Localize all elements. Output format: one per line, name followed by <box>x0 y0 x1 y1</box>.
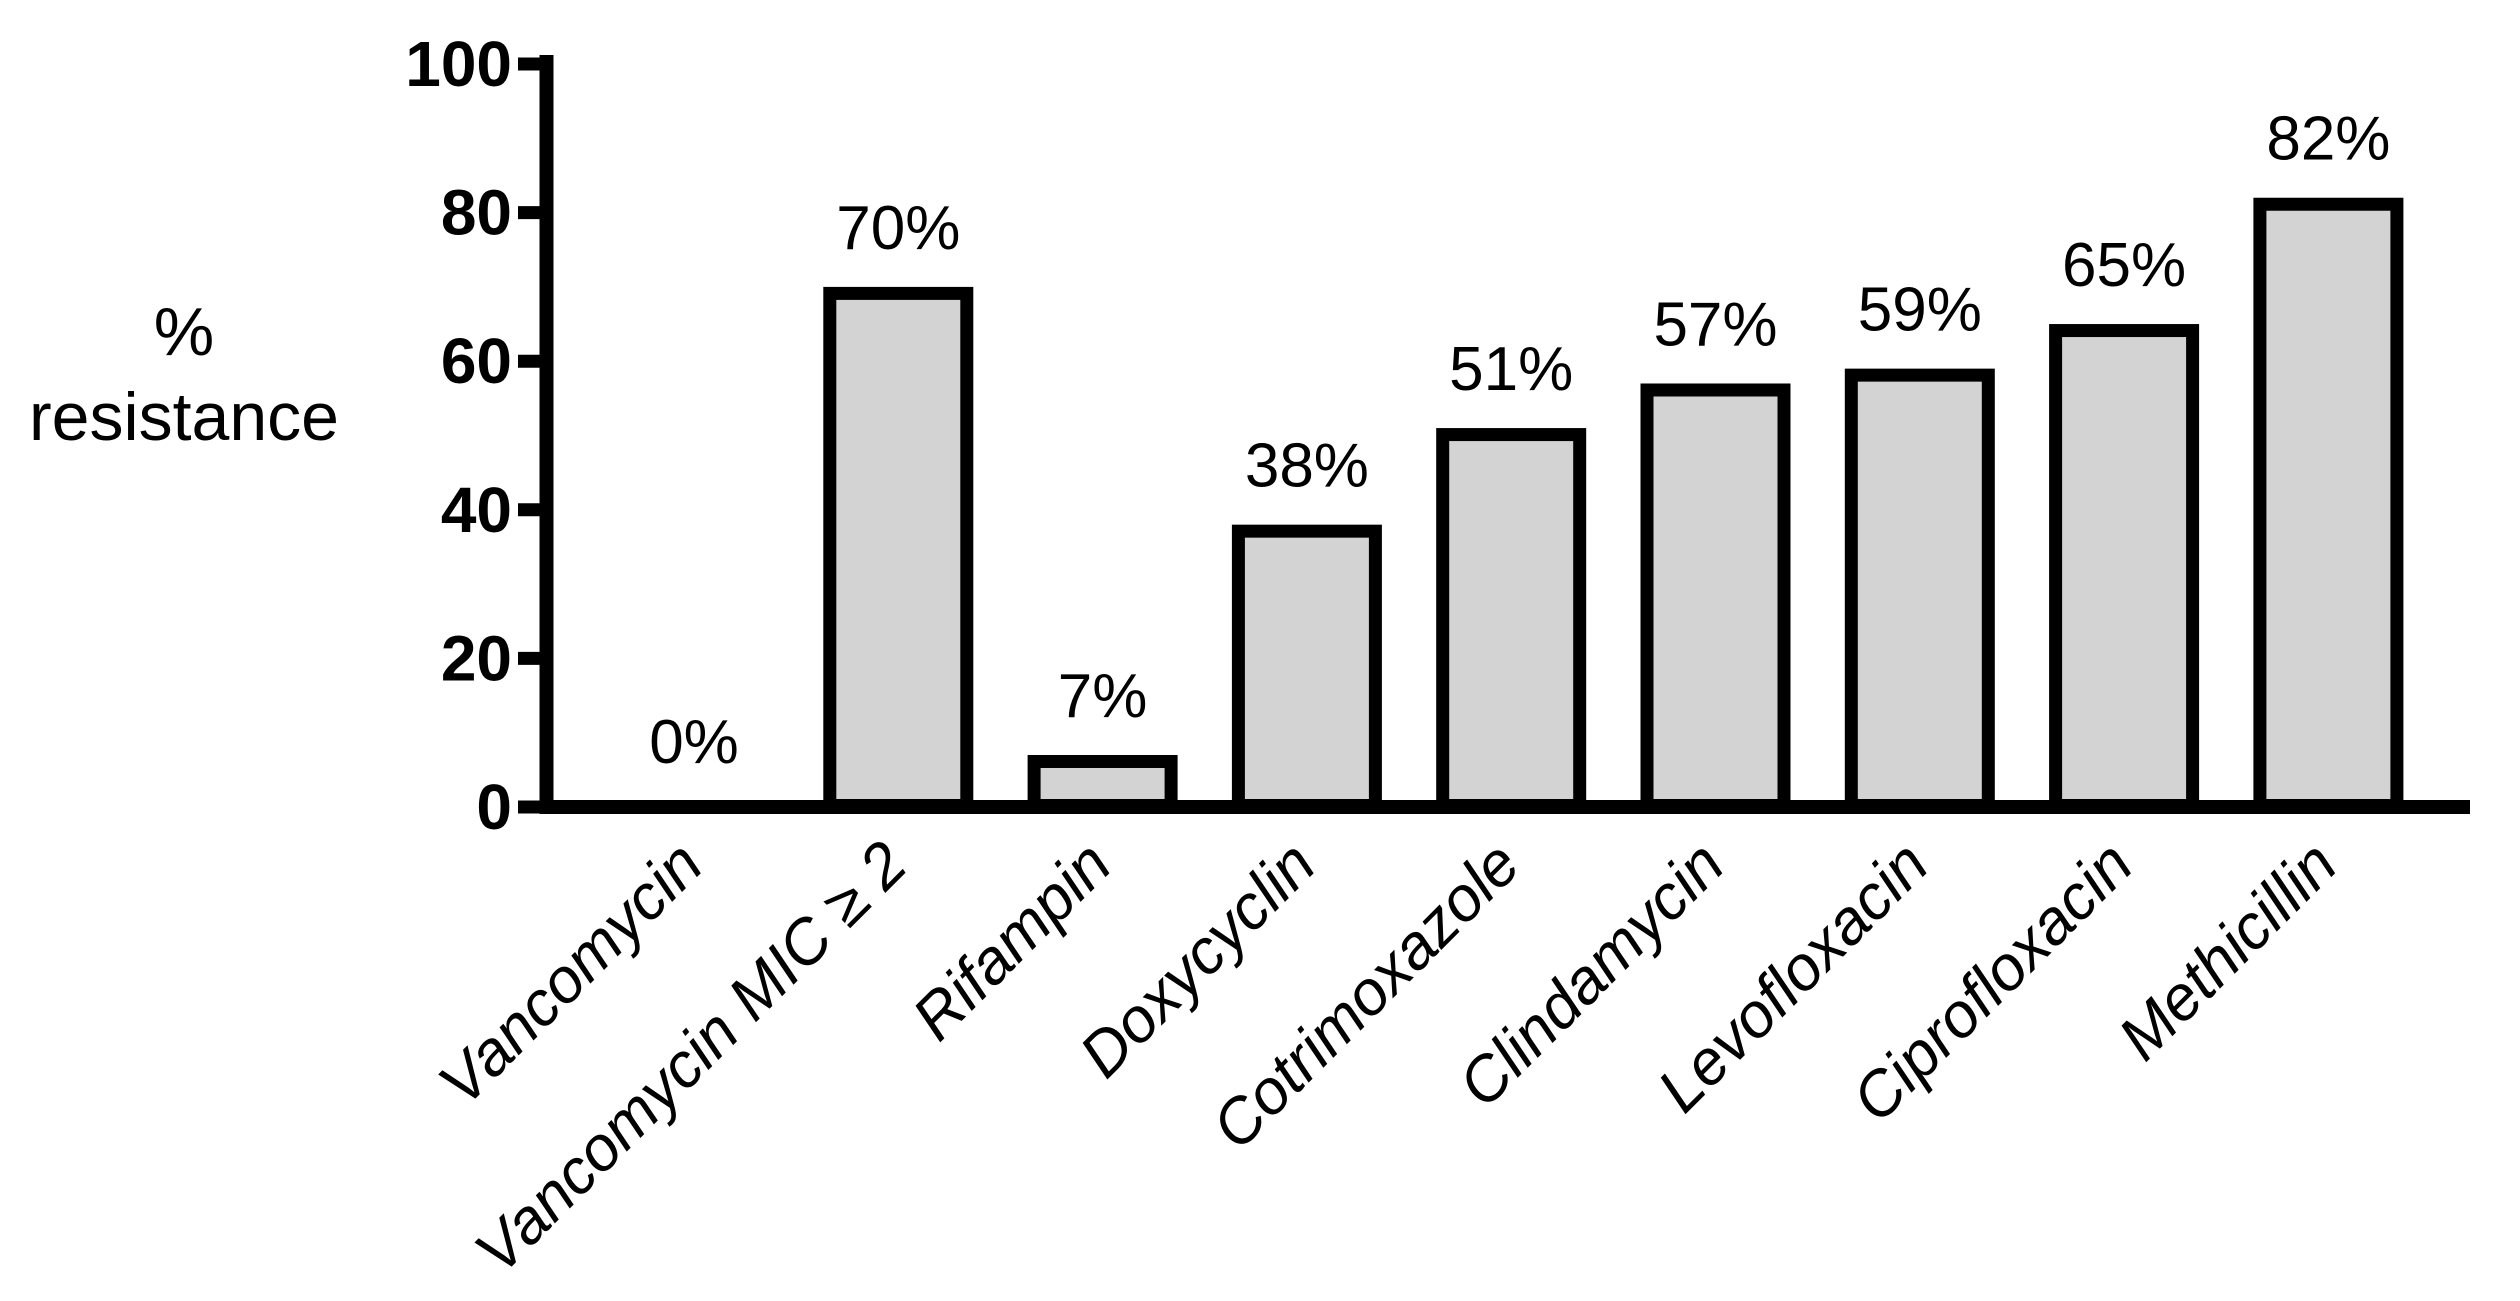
bar-value-label: 57% <box>1653 290 1777 359</box>
bar <box>1436 428 1587 812</box>
bar-value-label: 59% <box>1858 276 1982 345</box>
bar <box>1231 524 1382 812</box>
bar <box>2253 197 2404 813</box>
bar-value-label: 38% <box>1245 432 1369 501</box>
y-tick-label: 100 <box>405 28 512 100</box>
y-tick-label: 60 <box>441 325 512 397</box>
y-tick-label: 0 <box>476 771 512 843</box>
bar <box>1844 368 1995 812</box>
y-axis-title-line: % <box>154 294 214 370</box>
bar <box>2049 324 2200 812</box>
bar-value-label: 51% <box>1449 335 1573 404</box>
y-tick-label: 40 <box>441 474 512 546</box>
bar-value-label: 82% <box>2266 105 2390 174</box>
bar <box>823 286 974 812</box>
bar <box>1027 754 1178 812</box>
bar-value-label: 0% <box>649 708 739 777</box>
y-tick-label: 20 <box>441 622 512 694</box>
bar-value-label: 70% <box>836 194 960 263</box>
y-axis-title-line: resistance <box>29 379 339 455</box>
bar-value-label: 7% <box>1058 662 1148 731</box>
bar <box>1640 383 1791 812</box>
y-tick-label: 80 <box>441 177 512 249</box>
x-category-label: Methicillin <box>2105 828 2350 1073</box>
bar-value-label: 65% <box>2062 231 2186 300</box>
